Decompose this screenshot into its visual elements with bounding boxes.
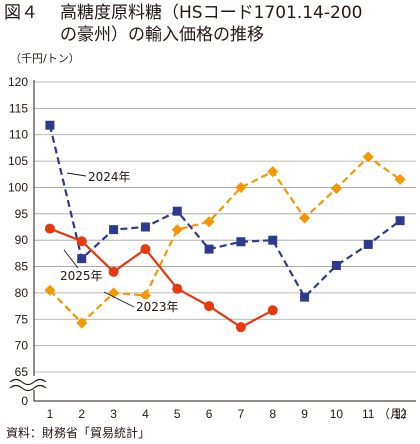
- data-point-square: [331, 260, 341, 270]
- x-tick-label: 10: [330, 407, 344, 421]
- data-point-square: [363, 239, 373, 249]
- data-point-circle: [76, 236, 87, 247]
- data-point-diamond: [267, 166, 279, 178]
- data-point-diamond: [139, 290, 151, 302]
- data-point-square: [172, 206, 182, 216]
- x-tick-label: 11: [362, 407, 375, 421]
- title-line-1: 図４ 高糖度原料糖（HSコード1701.14-200: [4, 2, 418, 24]
- data-point-diamond: [330, 183, 342, 195]
- y-tick-label: 90: [15, 233, 29, 247]
- series-annotation: 2025年: [60, 269, 103, 283]
- annotation-leader-line: [63, 249, 79, 269]
- data-point-square: [395, 216, 405, 226]
- x-tick-label: 3: [110, 407, 117, 421]
- data-point-square: [300, 292, 310, 302]
- x-tick-label: 2: [78, 407, 85, 421]
- data-point-diamond: [299, 212, 311, 224]
- data-point-circle: [267, 305, 278, 316]
- data-point-diamond: [362, 151, 374, 163]
- annotation-background: [58, 268, 104, 284]
- data-point-circle: [235, 322, 246, 333]
- axis-break-mark: [9, 378, 47, 386]
- x-tick-label: 9: [301, 407, 308, 421]
- axis-break-mark: [9, 384, 47, 392]
- series-line: [49, 227, 274, 329]
- data-point-square: [45, 120, 55, 130]
- data-point-diamond: [76, 317, 88, 329]
- chart-title: 図４ 高糖度原料糖（HSコード1701.14-200 の豪州）の輸入価格の推移: [4, 2, 418, 46]
- title-line-2: の豪州）の輸入価格の推移: [60, 25, 264, 45]
- x-tick-label: 4: [142, 407, 149, 421]
- y-tick-label: 110: [9, 128, 28, 142]
- figure-number: 図４: [4, 3, 38, 23]
- data-point-circle: [44, 223, 55, 234]
- annotation-leader-line: [66, 172, 87, 177]
- y-tick-label: 115: [9, 101, 28, 115]
- data-point-square: [109, 225, 119, 235]
- series-line: [48, 124, 401, 299]
- data-point-circle: [204, 301, 215, 312]
- x-axis-unit-label: （月）: [378, 407, 414, 421]
- data-point-diamond: [44, 284, 56, 296]
- data-point-square: [77, 254, 87, 264]
- x-tick-label: 8: [269, 407, 276, 421]
- y-tick-label: 0: [21, 394, 28, 408]
- source-note: 資料：財務省「貿易統計」: [6, 426, 151, 440]
- data-point-diamond: [235, 181, 247, 193]
- y-tick-label: 65: [15, 365, 29, 379]
- series-line: [49, 155, 401, 325]
- annotation-background: [86, 169, 132, 185]
- series-annotation: 2024年: [88, 170, 131, 184]
- title-text-1: 高糖度原料糖（HSコード1701.14-200: [60, 3, 363, 23]
- annotation-background: [134, 299, 180, 315]
- annotation-leader-line: [103, 291, 135, 308]
- data-point-circle: [140, 244, 151, 255]
- data-point-diamond: [203, 216, 215, 228]
- x-tick-label: 5: [174, 407, 181, 421]
- data-point-diamond: [394, 174, 406, 186]
- y-tick-label: 85: [15, 260, 29, 274]
- y-tick-label: 75: [15, 312, 29, 326]
- y-tick-label: 95: [15, 207, 29, 221]
- data-point-square: [204, 244, 214, 254]
- y-tick-label: 70: [15, 339, 29, 353]
- data-point-circle: [108, 266, 119, 277]
- data-point-diamond: [171, 224, 183, 236]
- data-point-square: [236, 237, 246, 247]
- y-axis-unit-label: （千円/トン）: [10, 52, 80, 65]
- y-tick-label: 120: [8, 75, 28, 89]
- x-tick-label: 1: [47, 407, 54, 421]
- y-tick-label: 100: [8, 180, 28, 194]
- x-tick-label: 12: [393, 407, 407, 421]
- x-tick-label: 7: [238, 407, 245, 421]
- axis-break-mask: [8, 376, 44, 390]
- data-point-circle: [172, 283, 183, 294]
- x-tick-label: 6: [206, 407, 213, 421]
- data-point-square: [140, 222, 150, 232]
- series-annotation: 2023年: [136, 300, 179, 314]
- y-tick-label: 80: [15, 286, 29, 300]
- y-tick-label: 105: [8, 154, 28, 168]
- data-point-square: [268, 235, 278, 245]
